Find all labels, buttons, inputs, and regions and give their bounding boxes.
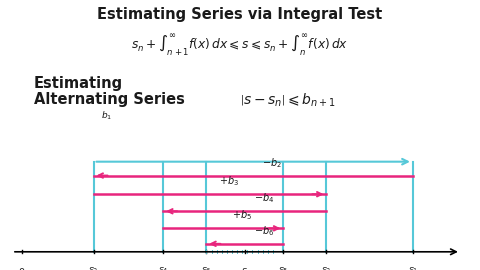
Text: $-b_6$: $-b_6$ <box>254 224 274 238</box>
Text: $-b_4$: $-b_4$ <box>254 191 274 205</box>
Text: $\left|s - s_n\right| \leqslant b_{n+1}$: $\left|s - s_n\right| \leqslant b_{n+1}$ <box>240 92 336 109</box>
Text: $0$: $0$ <box>18 266 25 270</box>
Text: $s_6$: $s_6$ <box>201 266 212 270</box>
Text: $s_n + \int_{n+1}^{\infty} f(x)\, dx \leqslant s \leqslant s_n + \int_{n}^{\inft: $s_n + \int_{n+1}^{\infty} f(x)\, dx \le… <box>132 32 348 59</box>
Text: $s_3$: $s_3$ <box>321 266 332 270</box>
Text: $s_2$: $s_2$ <box>88 266 99 270</box>
Text: $s_5$: $s_5$ <box>278 266 288 270</box>
Text: $+b_5$: $+b_5$ <box>232 209 252 222</box>
Text: $s_4$: $s_4$ <box>158 266 168 270</box>
Text: Estimating Series via Integral Test: Estimating Series via Integral Test <box>97 7 383 22</box>
Text: $b_1$: $b_1$ <box>101 110 112 122</box>
Text: $s_1$: $s_1$ <box>408 266 418 270</box>
Text: Estimating: Estimating <box>34 76 123 91</box>
Text: $s$: $s$ <box>241 266 248 270</box>
Text: $+b_3$: $+b_3$ <box>219 174 239 188</box>
Text: Alternating Series: Alternating Series <box>34 92 184 107</box>
Text: $-b_2$: $-b_2$ <box>263 156 282 170</box>
